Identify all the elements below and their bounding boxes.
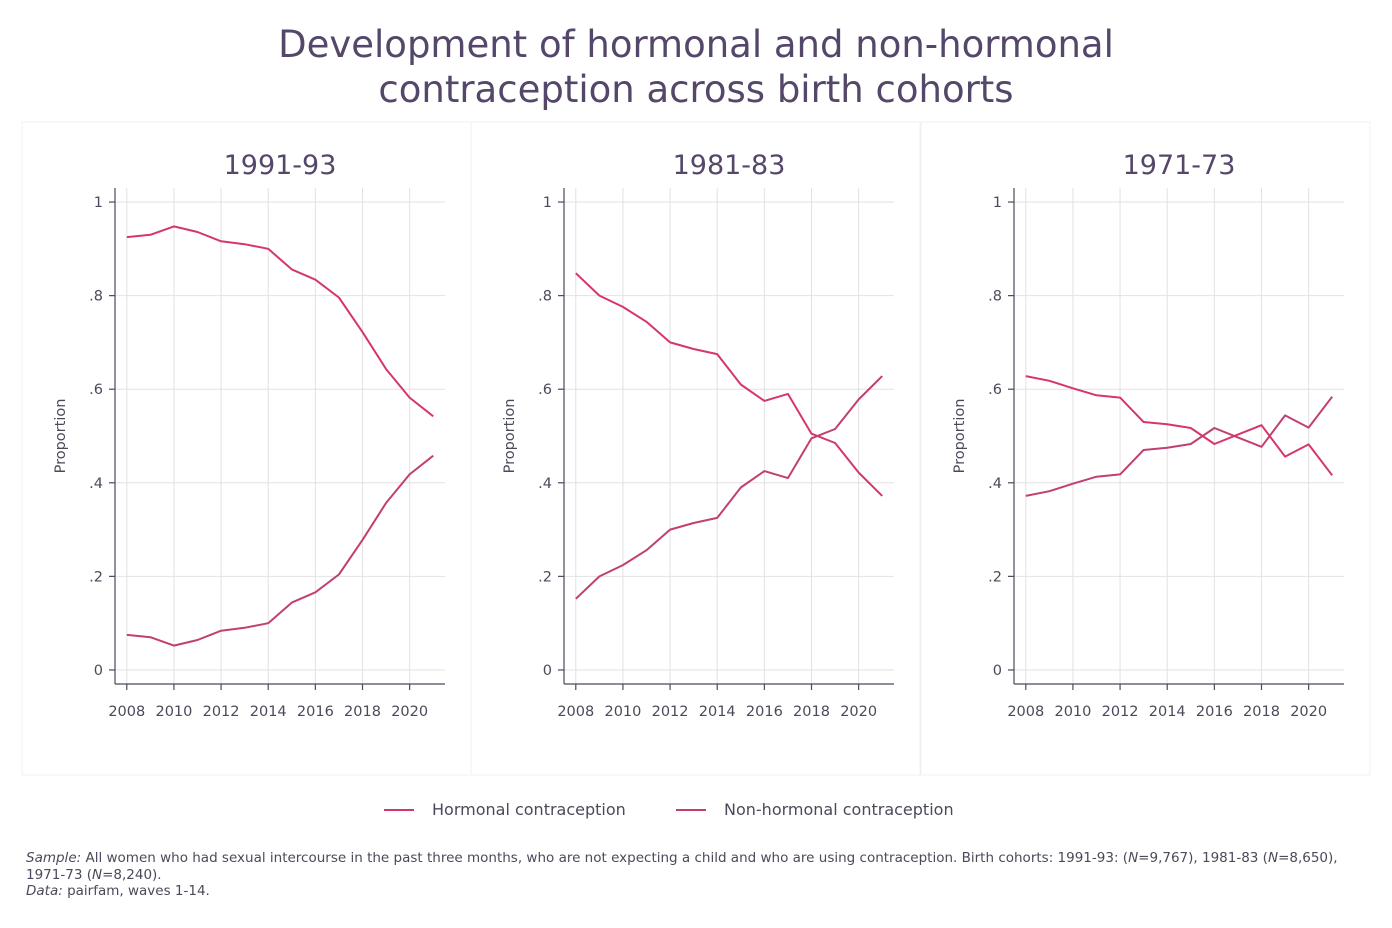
n2-value: =8,650), 1971-73 ( (26, 850, 1338, 883)
legend-swatch-hormonal (384, 808, 414, 811)
x-tick-label: 2008 (1007, 704, 1044, 720)
panel-title: 1971-73 (1123, 150, 1236, 181)
y-axis-title: Proportion (53, 399, 69, 474)
y-tick-label: .4 (538, 476, 552, 492)
panel-1981-83: 1981-83 0 .2 .4 .6 .8 1 2008 2010 2012 2014 2016 201… (470, 121, 921, 776)
sample-note: Sample: All women who had sexual interco… (26, 850, 1356, 883)
x-tick-label: 2016 (297, 704, 334, 720)
panel-frame (470, 121, 921, 776)
sample-label: Sample: (26, 850, 82, 866)
hormonal-line (1025, 375, 1333, 476)
n3-label: N (91, 866, 103, 883)
x-tick-label: 2010 (604, 704, 641, 720)
data-note: Data: pairfam, waves 1-14. (26, 883, 1356, 900)
legend-label-non-hormonal: Non-hormonal contraception (724, 800, 954, 819)
y-tick-label: .4 (988, 476, 1002, 492)
data-label: Data: (26, 883, 63, 899)
panel-1971-73: 1971-73 0 .2 .4 .6 .8 1 2008 2010 2012 2014 2016 201… (920, 121, 1371, 776)
y-tick-label: .6 (538, 382, 552, 398)
chart-title-line-1: Development of hormonal and non-hormonal (278, 23, 1114, 66)
y-tick-label: .8 (988, 289, 1002, 305)
x-tick-label: 2014 (250, 704, 287, 720)
x-tick-label: 2010 (155, 704, 192, 720)
x-tick-label: 2016 (1196, 704, 1233, 720)
x-tick-label: 2016 (746, 704, 783, 720)
y-tick-label: 1 (94, 195, 103, 211)
y-tick-label: 0 (94, 663, 103, 679)
legend-label-hormonal: Hormonal contraception (432, 800, 626, 819)
chart-title-line-2: contraception across birth cohorts (378, 68, 1014, 111)
y-tick-label: .6 (89, 382, 103, 398)
panel-frame (21, 121, 472, 776)
y-tick-label: .6 (988, 382, 1002, 398)
y-tick-label: 0 (543, 663, 552, 679)
y-axis-title: Proportion (502, 399, 518, 474)
hormonal-line (126, 225, 434, 418)
chart-note: Sample: All women who had sexual interco… (26, 850, 1356, 900)
y-tick-label: 1 (543, 195, 552, 211)
n1-value: =9,767), 1981-83 ( (1138, 850, 1268, 866)
data-text: pairfam, waves 1-14. (62, 883, 210, 899)
charts-area: 1991-93 0 .2 .4 .6 .8 1 2008 2010 2012 2014 2016 201… (21, 121, 1371, 776)
non-hormonal-line (126, 454, 434, 647)
y-tick-label: .2 (89, 569, 103, 585)
y-tick-label: .4 (89, 476, 103, 492)
legend-swatch-non-hormonal (676, 808, 706, 811)
x-tick-label: 2020 (391, 704, 428, 720)
y-axis-title: Proportion (952, 399, 968, 474)
y-tick-label: .8 (89, 289, 103, 305)
x-tick-label: 2012 (652, 704, 689, 720)
x-tick-label: 2018 (344, 704, 381, 720)
x-tick-label: 2008 (108, 704, 145, 720)
y-tick-label: 1 (993, 195, 1002, 211)
legend-item-hormonal: Hormonal contraception (384, 800, 626, 819)
panel-1991-93: 1991-93 0 .2 .4 .6 .8 1 2008 2010 2012 2014 2016 201… (21, 121, 472, 776)
panel-title: 1981-83 (673, 150, 786, 181)
n3-value: =8,240). (102, 866, 162, 883)
n2-label: N (1267, 850, 1279, 866)
x-tick-label: 2018 (793, 704, 830, 720)
legend-item-non-hormonal: Non-hormonal contraception (676, 800, 954, 819)
legend: Hormonal contraception Non-hormonal cont… (0, 800, 1392, 824)
panel-title: 1991-93 (224, 150, 337, 181)
x-tick-label: 2014 (1149, 704, 1186, 720)
x-tick-label: 2018 (1243, 704, 1280, 720)
hormonal-line (575, 272, 883, 497)
y-tick-label: .8 (538, 289, 552, 305)
x-tick-label: 2012 (203, 704, 240, 720)
sample-text-1: All women who had sexual intercourse in … (81, 850, 1129, 866)
y-tick-label: .2 (988, 569, 1002, 585)
x-tick-label: 2014 (699, 704, 736, 720)
x-tick-label: 2020 (1290, 704, 1327, 720)
panel-frame (920, 121, 1371, 776)
non-hormonal-line (575, 375, 883, 600)
non-hormonal-line (1025, 396, 1333, 497)
chart-title: Development of hormonal and non-hormonal… (0, 22, 1392, 112)
x-tick-label: 2012 (1102, 704, 1139, 720)
x-tick-label: 2010 (1054, 704, 1091, 720)
x-tick-label: 2020 (840, 704, 877, 720)
y-tick-label: 0 (993, 663, 1002, 679)
n1-label: N (1128, 850, 1139, 866)
x-tick-label: 2008 (557, 704, 594, 720)
y-tick-label: .2 (538, 569, 552, 585)
